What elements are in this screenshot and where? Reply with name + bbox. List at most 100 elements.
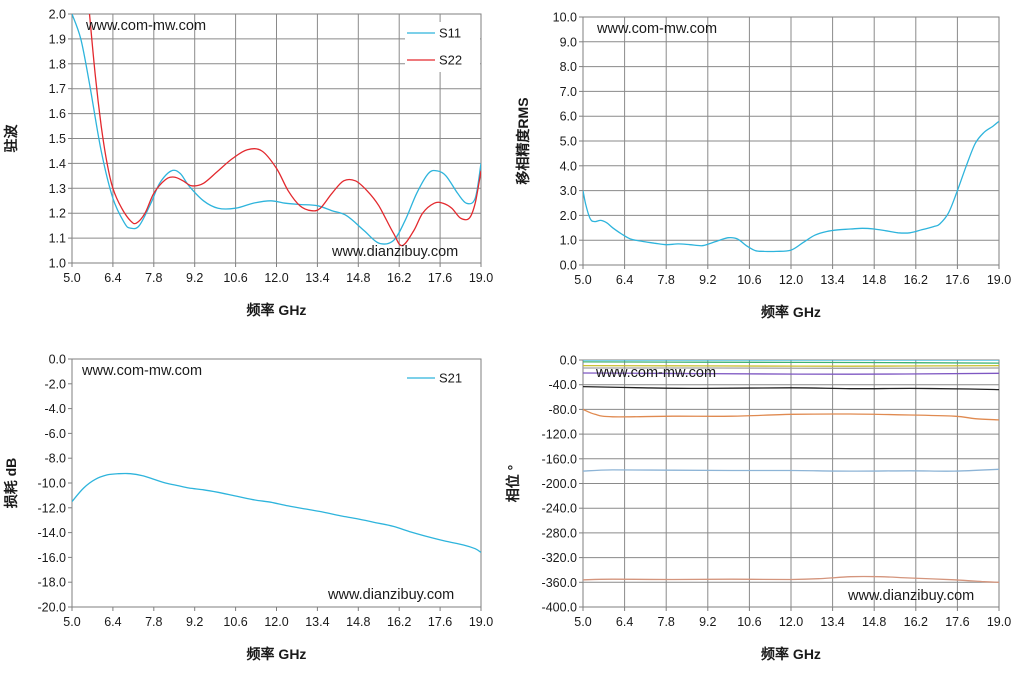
y-tick-label: 8.0 xyxy=(560,60,577,74)
x-tick-label: 19.0 xyxy=(987,273,1011,287)
x-tick-label: 7.8 xyxy=(658,273,675,287)
legend-label-s11: S11 xyxy=(439,26,461,41)
y-tick-label: 1.6 xyxy=(49,107,66,121)
y-tick-label: -12.0 xyxy=(38,501,67,515)
x-tick-label: 14.8 xyxy=(346,615,370,629)
x-tick-label: 17.6 xyxy=(428,615,452,629)
y-tick-label: 7.0 xyxy=(560,85,577,99)
y-tick-label: -40.0 xyxy=(549,378,578,392)
x-tick-label: 13.4 xyxy=(305,271,329,285)
y-tick-label: 2.0 xyxy=(49,8,66,22)
x-tick-label: 10.6 xyxy=(223,615,247,629)
watermark-bottom: www.dianzibuy.com xyxy=(847,588,974,604)
x-tick-label: 7.8 xyxy=(145,615,162,629)
x-tick-label: 19.0 xyxy=(469,615,493,629)
watermark-bottom: www.dianzibuy.com xyxy=(327,587,454,603)
watermark-top: www.com-mw.com xyxy=(596,21,717,37)
y-tick-label: -160.0 xyxy=(542,452,577,466)
y-tick-label: -8.0 xyxy=(44,452,66,466)
x-tick-label: 13.4 xyxy=(305,615,329,629)
y-axis-title: 损耗 dB xyxy=(3,458,19,509)
x-tick-label: 12.0 xyxy=(264,615,288,629)
y-tick-label: 1.3 xyxy=(49,182,66,196)
x-tick-label: 17.6 xyxy=(945,273,969,287)
y-tick-label: -400.0 xyxy=(542,601,577,615)
y-tick-label: -20.0 xyxy=(38,601,67,615)
x-tick-label: 5.0 xyxy=(574,273,591,287)
x-axis-title: 频率 GHz xyxy=(247,646,307,662)
x-tick-label: 6.4 xyxy=(616,273,633,287)
x-tick-label: 16.2 xyxy=(387,271,411,285)
x-tick-label: 16.2 xyxy=(904,273,928,287)
y-tick-label: -80.0 xyxy=(549,403,578,417)
y-tick-label: -2.0 xyxy=(44,377,66,391)
plot-area xyxy=(72,359,481,607)
y-tick-label: -360.0 xyxy=(542,576,577,590)
y-tick-label: 5.0 xyxy=(560,135,577,149)
x-tick-label: 7.8 xyxy=(658,615,675,629)
x-tick-label: 9.2 xyxy=(699,273,716,287)
x-tick-label: 14.8 xyxy=(862,273,886,287)
legend-label-s22: S22 xyxy=(439,53,462,68)
y-tick-label: 0.0 xyxy=(560,354,577,368)
y-tick-label: 1.2 xyxy=(49,207,66,221)
y-tick-label: 10.0 xyxy=(553,11,577,25)
y-tick-label: -16.0 xyxy=(38,551,67,565)
y-axis-title: 相位 ° xyxy=(505,465,521,503)
x-tick-label: 16.2 xyxy=(904,615,928,629)
y-tick-label: 2.0 xyxy=(560,209,577,223)
x-tick-label: 13.4 xyxy=(820,273,844,287)
y-tick-label: -14.0 xyxy=(38,526,67,540)
x-tick-label: 6.4 xyxy=(616,615,633,629)
y-tick-label: -200.0 xyxy=(542,477,577,491)
y-tick-label: 9.0 xyxy=(560,35,577,49)
y-tick-label: -280.0 xyxy=(542,526,577,540)
x-tick-label: 12.0 xyxy=(264,271,288,285)
x-tick-label: 6.4 xyxy=(104,271,121,285)
x-tick-label: 9.2 xyxy=(699,615,716,629)
x-tick-label: 7.8 xyxy=(145,271,162,285)
y-tick-label: 1.9 xyxy=(49,32,66,46)
y-tick-label: 1.4 xyxy=(49,157,66,171)
x-axis-title: 频率 GHz xyxy=(761,304,821,320)
watermark-top: www.com-mw.com xyxy=(85,18,206,34)
x-tick-label: 5.0 xyxy=(574,615,591,629)
x-tick-label: 5.0 xyxy=(63,271,80,285)
y-tick-label: -4.0 xyxy=(44,402,66,416)
y-tick-label: -6.0 xyxy=(44,427,66,441)
y-tick-label: 0.0 xyxy=(560,259,577,273)
y-tick-label: -120.0 xyxy=(542,428,577,442)
y-tick-label: -240.0 xyxy=(542,502,577,516)
x-tick-label: 10.6 xyxy=(737,273,761,287)
y-tick-label: -10.0 xyxy=(38,477,67,491)
y-tick-label: 1.5 xyxy=(49,132,66,146)
x-axis-title: 频率 GHz xyxy=(247,302,307,318)
watermark-top: www.com-mw.com xyxy=(595,365,716,381)
x-tick-label: 9.2 xyxy=(186,615,203,629)
y-tick-label: -320.0 xyxy=(542,551,577,565)
x-tick-label: 12.0 xyxy=(779,615,803,629)
x-tick-label: 16.2 xyxy=(387,615,411,629)
x-tick-label: 19.0 xyxy=(987,615,1011,629)
x-tick-label: 14.8 xyxy=(346,271,370,285)
x-tick-label: 9.2 xyxy=(186,271,203,285)
y-tick-label: 1.0 xyxy=(560,234,577,248)
x-tick-label: 13.4 xyxy=(820,615,844,629)
y-tick-label: 0.0 xyxy=(49,353,66,367)
legend-label-s21: S21 xyxy=(439,371,462,386)
y-tick-label: 1.0 xyxy=(49,257,66,271)
y-axis-title: 驻波 xyxy=(3,124,19,153)
y-tick-label: 1.8 xyxy=(49,57,66,71)
y-tick-label: 4.0 xyxy=(560,159,577,173)
y-axis-title: 移相精度RMS xyxy=(515,97,531,184)
watermark-top: www.com-mw.com xyxy=(81,363,202,379)
x-tick-label: 10.6 xyxy=(737,615,761,629)
x-tick-label: 5.0 xyxy=(63,615,80,629)
x-tick-label: 19.0 xyxy=(469,271,493,285)
y-tick-label: -18.0 xyxy=(38,576,67,590)
